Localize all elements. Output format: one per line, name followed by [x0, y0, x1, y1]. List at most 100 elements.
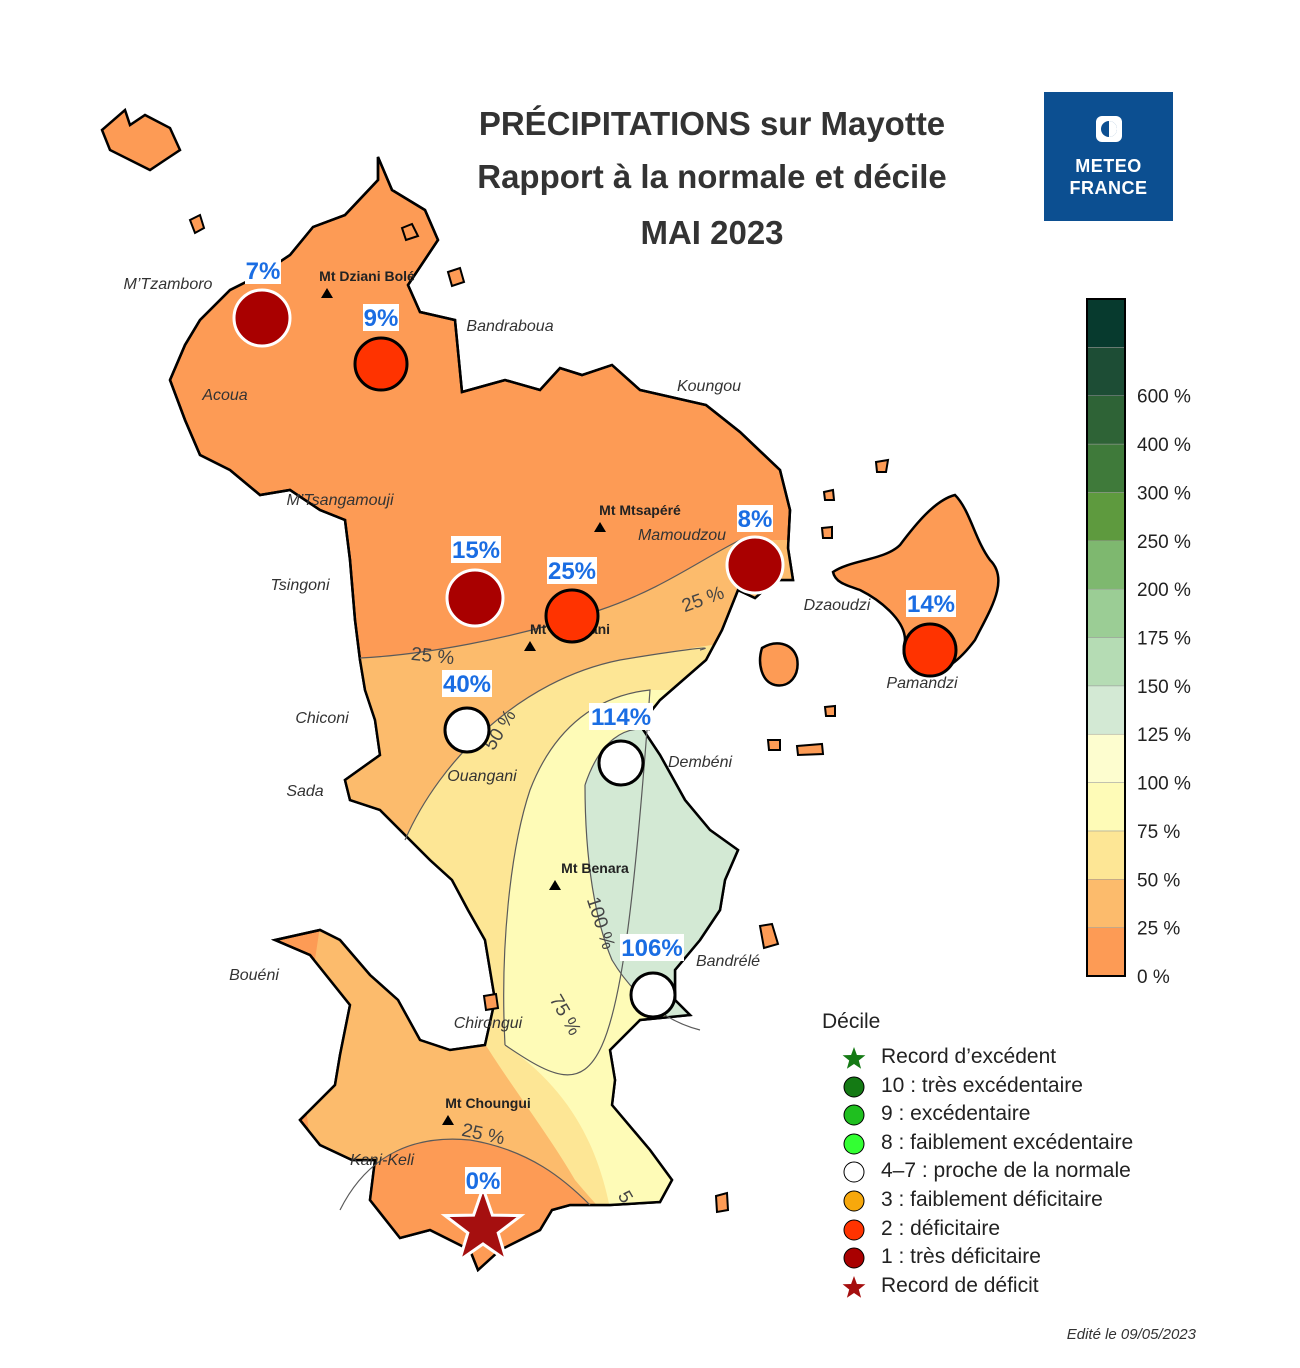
decile-legend-title: Décile	[822, 1010, 881, 1033]
contour-label: 25 %	[410, 644, 455, 669]
colorbar-tick-label: 75 %	[1137, 822, 1180, 843]
decile-legend-item: Record de déficit	[842, 1274, 1262, 1300]
islet	[446, 266, 466, 288]
peak-triangle-icon	[594, 522, 606, 532]
circle-icon	[843, 1219, 865, 1241]
station-label-bg	[906, 590, 956, 617]
peak-label: Mt Choungui	[445, 1095, 531, 1111]
station-label-bg	[245, 257, 281, 284]
circle-icon	[843, 1076, 865, 1098]
station-label-bg	[547, 557, 597, 584]
decile-legend-item: 8 : faiblement excédentaire	[842, 1131, 1262, 1157]
colorbar-tick-label: 150 %	[1137, 677, 1191, 698]
colorbar-tick-label: 200 %	[1137, 580, 1191, 601]
circle-icon	[843, 1247, 865, 1269]
decile-legend-label: Record de déficit	[881, 1273, 1039, 1297]
place-label: Chiconi	[295, 710, 349, 727]
colorbar-frame	[1086, 298, 1126, 977]
colorbar-segment	[1086, 347, 1126, 396]
station-marker	[353, 336, 409, 392]
place-label: M’Tsangamouji	[286, 492, 393, 509]
station-marker	[597, 739, 645, 787]
colorbar-segment	[1086, 685, 1126, 735]
colorbar-segment	[1086, 443, 1126, 493]
station-value-label: 25%	[548, 558, 596, 585]
decile-legend-label: 8 : faiblement excédentaire	[881, 1130, 1134, 1154]
place-label: Mamoudzou	[638, 527, 726, 544]
station-value-label: 8%	[738, 506, 773, 533]
contour-75	[503, 689, 651, 1076]
decile-legend-item: 3 : faiblement déficitaire	[842, 1188, 1262, 1214]
colorbar-segment	[1086, 879, 1126, 928]
colorbar-segment	[1086, 298, 1126, 348]
place-label: Tsingoni	[270, 577, 329, 594]
circle-icon	[843, 1161, 865, 1183]
place-label: Pamandzi	[886, 675, 958, 692]
islet	[820, 525, 833, 539]
colorbar-tick-label: 25 %	[1137, 919, 1180, 940]
colorbar-segment	[1086, 492, 1126, 542]
islet	[823, 704, 836, 717]
colorbar-segment	[1086, 395, 1126, 445]
station-marker	[902, 622, 958, 678]
decile-legend-label: 9 : excédentaire	[881, 1102, 1031, 1126]
peak-triangle-icon	[321, 288, 333, 298]
station-label-bg	[465, 1167, 501, 1194]
decile-legend-item: 1 : très déficitaire	[842, 1245, 1262, 1271]
colorbar-tick-label: 125 %	[1137, 725, 1191, 746]
decile-legend-item: Record d’excédent	[842, 1045, 1262, 1071]
station-label-bg	[737, 505, 773, 532]
colorbar-tick-label: 175 %	[1137, 629, 1191, 650]
peak-triangle-icon	[549, 880, 561, 890]
colorbar-tick-label: 300 %	[1137, 483, 1191, 504]
peak-triangle-icon	[524, 641, 536, 651]
station-marker	[544, 588, 600, 644]
islet	[766, 739, 781, 751]
station-value-label: 9%	[364, 305, 399, 332]
title-line-1: PRÉCIPITATIONS sur Mayotte	[478, 105, 946, 142]
islet	[188, 213, 206, 235]
edited-date: Edité le 09/05/2023	[1066, 1326, 1196, 1343]
peak-label: Mt Mtsapéré	[599, 502, 681, 518]
islet	[822, 488, 836, 501]
place-label: Dembéni	[668, 754, 732, 771]
colorbar-tick-label: 50 %	[1137, 870, 1180, 891]
place-label: Kani-Keli	[350, 1152, 414, 1169]
decile-legend-item: 9 : excédentaire	[842, 1102, 1262, 1128]
station-marker	[443, 706, 491, 754]
place-label: Sada	[286, 783, 323, 800]
station-marker	[445, 568, 505, 628]
petite-terre-island	[831, 493, 1000, 674]
station-value-label: 15%	[452, 537, 500, 564]
colorbar-segment	[1086, 637, 1126, 687]
islet	[758, 922, 780, 950]
station-value-label: 40%	[443, 671, 491, 698]
station-marker	[232, 288, 292, 348]
station-label-bg	[451, 536, 501, 563]
colorbar-segment	[1086, 540, 1126, 590]
meteo-france-logo: METEO FRANCE	[1044, 92, 1173, 221]
star-icon	[842, 1047, 866, 1069]
colorbar-segment	[1086, 733, 1126, 783]
place-label: Acoua	[201, 387, 247, 404]
colorbar-tick-label: 600 %	[1137, 387, 1191, 408]
title-line-3: MAI 2023	[640, 214, 784, 251]
circle-icon	[843, 1190, 865, 1212]
islet	[874, 458, 890, 473]
decile-legend-item: 10 : très excédentaire	[842, 1074, 1262, 1100]
decile-legend-label: 3 : faiblement déficitaire	[881, 1188, 1103, 1211]
circle-icon	[843, 1133, 865, 1155]
title-line-2: Rapport à la normale et décile	[477, 158, 947, 195]
station-marker	[725, 535, 785, 595]
station-value-label: 7%	[246, 258, 281, 285]
logo-line-1: METEO	[1075, 156, 1142, 176]
colorbar-segment	[1086, 588, 1126, 638]
station-value-label: 106%	[621, 935, 682, 962]
decile-legend-item: 2 : déficitaire	[842, 1217, 1262, 1243]
colorbar-segment	[1086, 830, 1126, 880]
decile-legend-label: 4–7 : proche de la normale	[881, 1159, 1131, 1183]
colorbar-segment	[1086, 927, 1126, 977]
decile-legend-label: 1 : très déficitaire	[881, 1245, 1041, 1269]
